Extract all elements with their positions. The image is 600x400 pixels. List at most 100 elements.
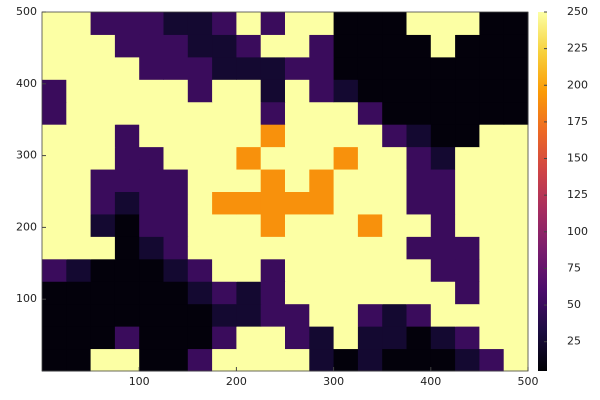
y-tick-label: 400 [16, 77, 37, 90]
heatmap-cell [114, 146, 140, 170]
heatmap-cell [503, 56, 529, 80]
heatmap-cell [309, 326, 335, 350]
heatmap-cell [406, 281, 432, 305]
heatmap-cell [357, 348, 383, 372]
heatmap-cell [479, 236, 505, 260]
heatmap-cell [114, 258, 140, 282]
heatmap-cell [503, 348, 529, 372]
heatmap-cell [285, 169, 310, 192]
heatmap-cell [139, 303, 164, 327]
heatmap-cell [66, 34, 92, 58]
heatmap-cell [455, 169, 480, 192]
heatmap-cell [285, 56, 310, 80]
heatmap-cell [66, 326, 92, 350]
x-tick-label: 100 [129, 375, 150, 388]
heatmap-cell [503, 303, 529, 327]
heatmap-cell [406, 191, 432, 215]
heatmap-cell [163, 348, 189, 372]
heatmap-cell [285, 124, 310, 148]
heatmap-cell [479, 326, 505, 350]
heatmap-cell [430, 124, 456, 148]
heatmap-cell [503, 34, 529, 58]
heatmap-cell [114, 213, 140, 237]
heatmap-cell [430, 213, 456, 237]
heatmap-cell [503, 258, 529, 282]
heatmap-cell [333, 348, 359, 372]
heatmap-cell [479, 281, 505, 305]
heatmap-cell [333, 56, 359, 80]
heatmap-cell [406, 236, 432, 260]
heatmap-cell [455, 236, 480, 260]
heatmap-cell [309, 101, 335, 125]
heatmap-cell [260, 281, 286, 305]
heatmap-cell [90, 303, 116, 327]
heatmap-cell [309, 303, 335, 327]
heatmap-cell [163, 258, 189, 282]
heatmap-cell [503, 213, 529, 237]
heatmap-cell [139, 146, 164, 170]
heatmap-cell [90, 12, 116, 35]
heatmap-cell [66, 56, 92, 80]
heatmap-cell [90, 79, 116, 103]
heatmap-cell [212, 191, 237, 215]
heatmap-cell [42, 101, 67, 125]
heatmap-cell [285, 101, 310, 125]
heatmap-cell [212, 56, 237, 80]
heatmap-cell [163, 34, 189, 58]
heatmap-cell [163, 56, 189, 80]
heatmap-cell [114, 326, 140, 350]
heatmap-cell [260, 146, 286, 170]
heatmap-cell [139, 169, 164, 192]
heatmap-cell [382, 326, 407, 350]
heatmap-cell [406, 12, 432, 35]
heatmap-cell [66, 303, 92, 327]
heatmap-cell [163, 303, 189, 327]
heatmap-cell [260, 12, 286, 35]
heatmap-cell [212, 236, 237, 260]
heatmap-cell [430, 281, 456, 305]
heatmap-cell [66, 124, 92, 148]
heatmap-cell [309, 348, 335, 372]
heatmap-cell [139, 191, 164, 215]
heatmap-cell [309, 191, 335, 215]
heatmap-cell [236, 101, 262, 125]
heatmap-cell [309, 56, 335, 80]
heatmap-cell [187, 146, 213, 170]
heatmap-cell [285, 281, 310, 305]
heatmap-cell [42, 12, 67, 35]
heatmap-cell [42, 79, 67, 103]
heatmap-cell [90, 34, 116, 58]
heatmap-cell [90, 348, 116, 372]
heatmap-cell [42, 236, 67, 260]
heatmap-cell [357, 146, 383, 170]
colorbar-tick-label: 75 [567, 261, 581, 274]
heatmap-cell [455, 191, 480, 215]
heatmap-cell [163, 79, 189, 103]
heatmap-cell [236, 56, 262, 80]
heatmap-cell [503, 124, 529, 148]
x-tick-label: 300 [323, 375, 344, 388]
heatmap-cell [90, 236, 116, 260]
heatmap-cell [114, 348, 140, 372]
heatmap-cell [212, 124, 237, 148]
heatmap-cell [260, 303, 286, 327]
heatmap-cell [236, 12, 262, 35]
heatmap-cell [285, 34, 310, 58]
heatmap-cell [139, 258, 164, 282]
heatmap-cell [187, 281, 213, 305]
heatmap-cell [479, 213, 505, 237]
heatmap-cell [455, 303, 480, 327]
heatmap-cell [187, 169, 213, 192]
heatmap-cell [479, 146, 505, 170]
heatmap-cell [309, 12, 335, 35]
heatmap-cell [285, 79, 310, 103]
heatmap-cell [236, 236, 262, 260]
heatmap-cell [309, 34, 335, 58]
heatmap-cell [260, 56, 286, 80]
heatmap-cell [333, 236, 359, 260]
heatmap-cell [406, 326, 432, 350]
heatmap-cell [333, 303, 359, 327]
heatmap-cell [139, 348, 164, 372]
heatmap-cell [260, 34, 286, 58]
heatmap-cell [479, 258, 505, 282]
